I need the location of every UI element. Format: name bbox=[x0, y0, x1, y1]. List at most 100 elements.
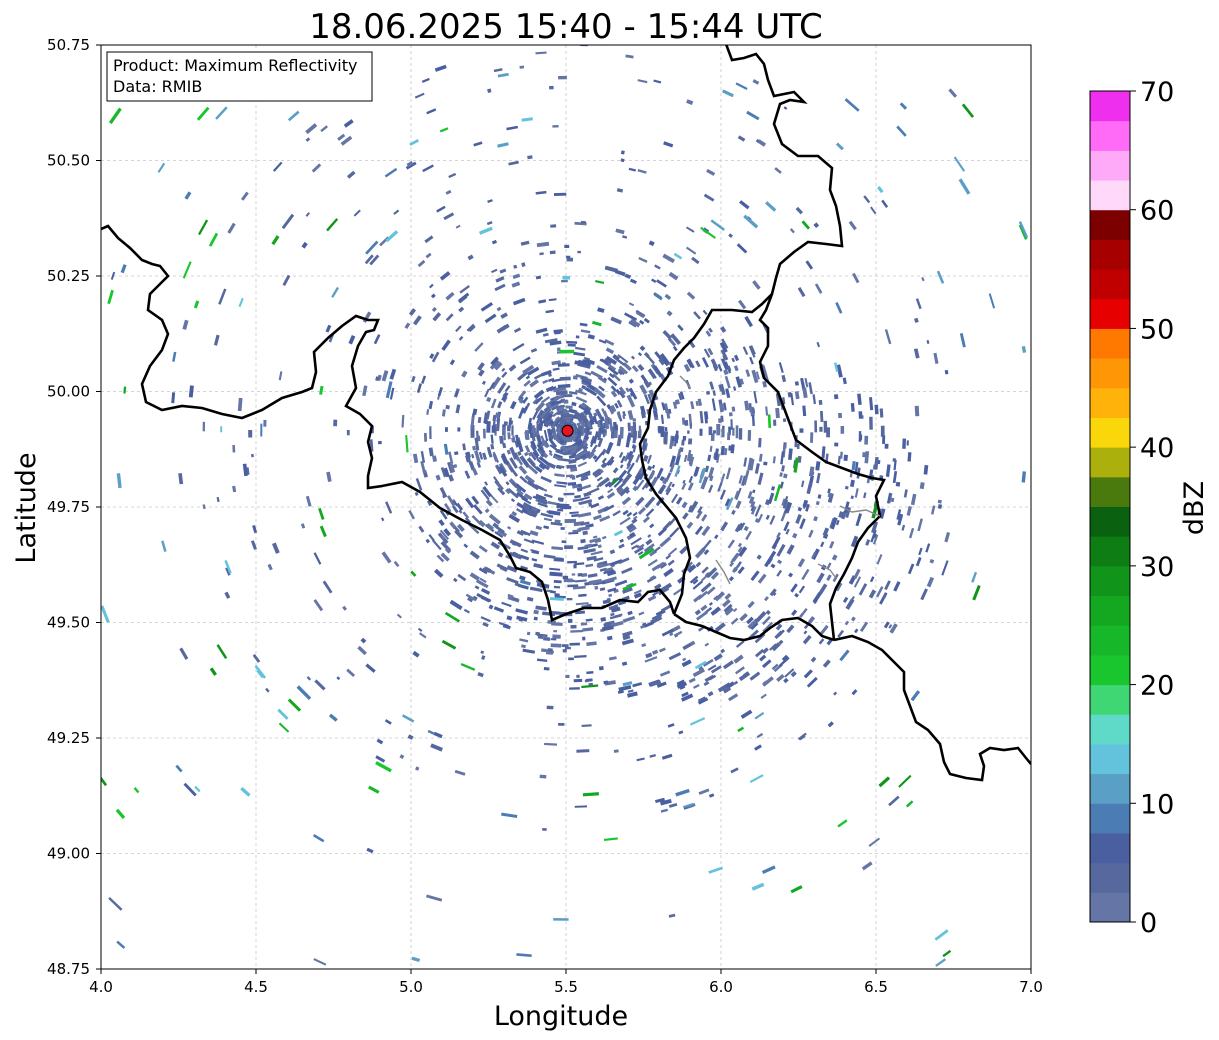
echo bbox=[541, 412, 546, 419]
echo bbox=[608, 459, 615, 466]
echo bbox=[604, 481, 612, 488]
echo bbox=[744, 400, 750, 411]
echo bbox=[598, 562, 612, 569]
echo bbox=[596, 476, 603, 482]
echo bbox=[468, 461, 476, 471]
echo bbox=[725, 388, 731, 399]
echo bbox=[661, 402, 666, 411]
echo bbox=[516, 530, 525, 536]
echo bbox=[548, 449, 553, 454]
echo bbox=[792, 532, 798, 539]
echo bbox=[548, 377, 555, 383]
echo bbox=[632, 682, 643, 688]
echo bbox=[684, 419, 689, 426]
echo bbox=[565, 444, 579, 452]
echo bbox=[754, 744, 762, 751]
echo bbox=[583, 491, 592, 498]
echo bbox=[516, 488, 524, 496]
echo bbox=[762, 615, 771, 626]
echo bbox=[773, 419, 777, 426]
echo bbox=[471, 514, 482, 526]
echo bbox=[704, 465, 710, 473]
echo bbox=[725, 467, 732, 480]
echo bbox=[429, 353, 435, 359]
echo bbox=[730, 419, 733, 430]
echo bbox=[539, 252, 544, 256]
echo bbox=[443, 467, 450, 478]
echo bbox=[272, 542, 280, 554]
echo bbox=[953, 156, 966, 172]
echo bbox=[587, 573, 598, 578]
echo bbox=[440, 467, 447, 478]
echo bbox=[620, 455, 626, 464]
echo bbox=[673, 434, 678, 447]
echo bbox=[783, 521, 790, 532]
echo bbox=[451, 505, 459, 514]
echo bbox=[366, 847, 374, 854]
echo bbox=[506, 125, 519, 131]
echo bbox=[548, 452, 553, 457]
echo bbox=[744, 315, 753, 328]
echo bbox=[818, 583, 828, 595]
y-tick-label: 48.75 bbox=[47, 960, 90, 978]
echo bbox=[485, 410, 491, 420]
colorbar-segment bbox=[1090, 358, 1130, 389]
echo bbox=[623, 452, 630, 462]
echo bbox=[444, 427, 448, 432]
echo bbox=[365, 663, 376, 673]
echo bbox=[686, 449, 692, 462]
echo bbox=[735, 425, 739, 439]
colorbar-segment bbox=[1090, 298, 1130, 329]
echo bbox=[538, 299, 547, 304]
echo bbox=[376, 738, 384, 745]
echo bbox=[659, 475, 665, 482]
echo bbox=[478, 369, 485, 377]
echo bbox=[674, 399, 680, 405]
colorbar-segment bbox=[1090, 862, 1130, 893]
echo bbox=[515, 456, 523, 466]
echo bbox=[596, 395, 607, 407]
echo bbox=[626, 523, 635, 531]
echo bbox=[346, 668, 356, 677]
echo bbox=[627, 422, 631, 432]
echo bbox=[499, 435, 504, 444]
echo bbox=[577, 250, 581, 254]
echo bbox=[375, 376, 380, 382]
echo bbox=[854, 628, 859, 634]
echo bbox=[585, 427, 590, 441]
echo bbox=[869, 416, 873, 430]
echo bbox=[654, 264, 661, 270]
echo bbox=[710, 571, 720, 580]
echo bbox=[586, 448, 597, 459]
echo bbox=[915, 298, 922, 310]
border-lux-belgium bbox=[638, 45, 844, 615]
echo bbox=[518, 407, 525, 419]
echo bbox=[440, 552, 450, 562]
echo bbox=[614, 424, 619, 431]
echo bbox=[455, 404, 461, 414]
echo bbox=[597, 307, 605, 313]
echo bbox=[818, 624, 829, 637]
echo bbox=[837, 629, 845, 638]
echo bbox=[679, 391, 685, 400]
echo bbox=[771, 536, 781, 549]
echo bbox=[577, 483, 583, 488]
echo bbox=[573, 410, 585, 420]
echo bbox=[776, 543, 786, 557]
echo bbox=[783, 106, 788, 110]
echo bbox=[593, 412, 598, 417]
echo bbox=[458, 335, 464, 341]
echo bbox=[574, 450, 587, 460]
echo bbox=[521, 117, 533, 122]
echo bbox=[588, 502, 593, 507]
echo bbox=[662, 253, 675, 264]
echo bbox=[368, 785, 380, 794]
echo bbox=[896, 125, 907, 137]
echo bbox=[540, 435, 548, 448]
echo bbox=[573, 423, 579, 432]
echo bbox=[599, 587, 606, 592]
echo bbox=[730, 767, 739, 774]
echo bbox=[107, 289, 114, 305]
echo bbox=[735, 666, 745, 675]
echo bbox=[743, 214, 759, 229]
